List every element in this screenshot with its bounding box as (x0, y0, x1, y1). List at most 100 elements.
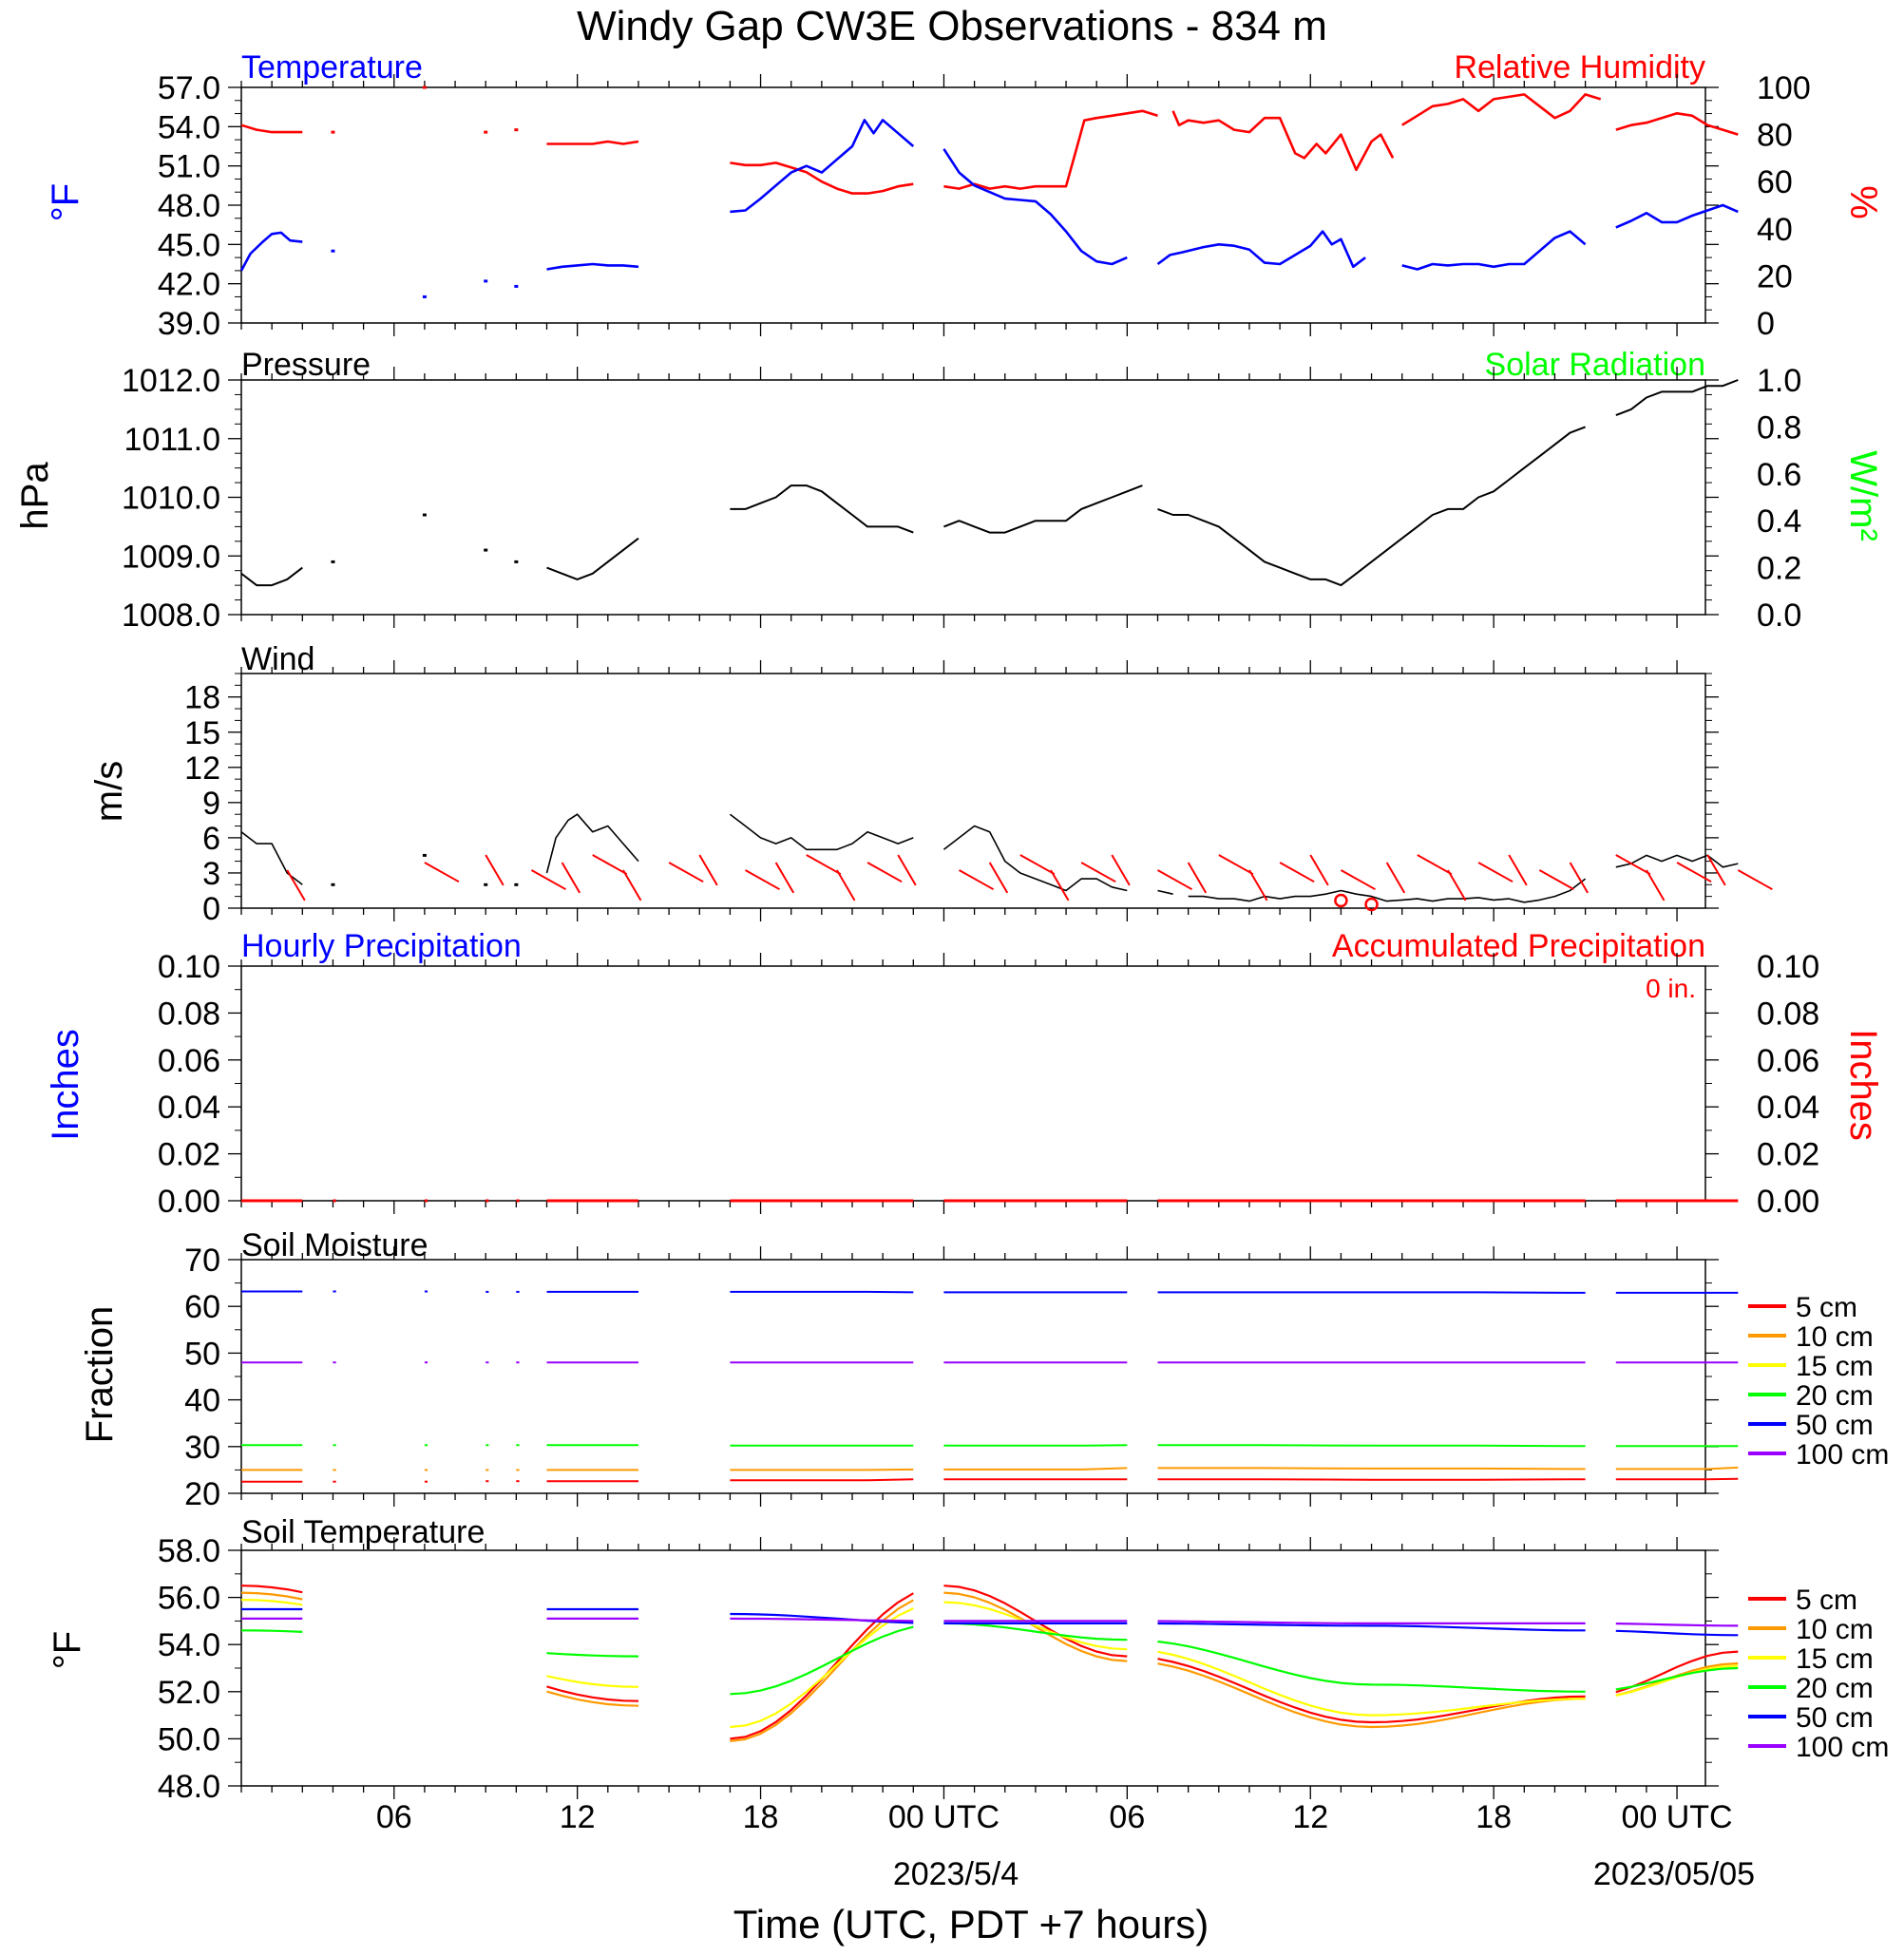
y-tick-label: 60 (184, 1289, 220, 1325)
y-tick-label: 0.02 (158, 1137, 220, 1173)
y-tick-label: 1009.0 (122, 539, 220, 575)
x-tick-label: 12 (1292, 1799, 1328, 1835)
x-tick-label: 06 (1109, 1799, 1145, 1835)
wind-barb (1157, 869, 1193, 891)
temperature-line (1615, 203, 1739, 229)
wind-barb (836, 869, 856, 902)
temperature-line (1156, 230, 1366, 269)
wind-barb (744, 869, 781, 891)
humidity-line (730, 161, 914, 195)
wind-barb (1676, 862, 1712, 883)
soil-temperature-axis-label: °F (47, 1631, 88, 1669)
soil-temperature-line-15cm (240, 1599, 303, 1606)
y-tick-label: 20 (184, 1476, 220, 1512)
soil-temperature-line-5cm (546, 1685, 639, 1702)
wind-barb (897, 854, 917, 886)
y-tick-label-right: 0.06 (1757, 1043, 1819, 1079)
legend-label: 100 cm (1796, 1732, 1889, 1763)
soil-moisture-line-20cm (943, 1444, 1128, 1447)
date-label-2: 2023/05/05 (1593, 1856, 1755, 1892)
y-tick-label-right: 0.08 (1757, 996, 1819, 1032)
wind-barb (1615, 854, 1651, 876)
y-tick-label: 42.0 (158, 267, 220, 303)
temperature-title: Temperature (241, 49, 423, 85)
soil-moisture-line-50cm (730, 1290, 914, 1294)
y-tick-label: 54.0 (158, 1627, 220, 1663)
wind-barb (774, 862, 795, 894)
soil-temperature-line-100cm (730, 1617, 914, 1623)
y-tick-label-right: 0.04 (1757, 1090, 1819, 1126)
y-tick-label: 1011.0 (124, 422, 220, 458)
wind-barb (698, 854, 718, 886)
y-tick-label-right: 20 (1757, 258, 1793, 294)
wind-barb (1309, 854, 1329, 886)
solar-axis-label: W/m² (1842, 450, 1884, 541)
soil-temperature-line-50cm (1157, 1622, 1586, 1632)
temperature-line (546, 262, 639, 271)
y-tick-label: 58.0 (158, 1533, 220, 1569)
legend-label: 10 cm (1796, 1614, 1874, 1645)
temperature-line (1401, 230, 1587, 271)
wind-barb (1569, 862, 1589, 894)
soil-temperature-line-20cm (240, 1629, 303, 1633)
wind-speed-line (545, 813, 639, 874)
y-tick-label: 30 (184, 1430, 220, 1466)
soil-temperature-line-20cm (730, 1625, 914, 1696)
y-tick-label: 54.0 (158, 109, 220, 145)
wind-title: Wind (241, 641, 314, 677)
soil-temperature-line-15cm (1157, 1650, 1586, 1717)
soil-moisture-line-20cm (1157, 1444, 1586, 1448)
humidity-line (546, 140, 639, 145)
y-tick-label: 51.0 (158, 149, 220, 185)
soil-moisture-line-5cm (1157, 1478, 1586, 1481)
wind-barb (988, 862, 1009, 894)
x-tick-label: 18 (1476, 1799, 1512, 1835)
y-tick-label: 6 (202, 821, 220, 857)
soil-moisture-line-10cm (730, 1468, 914, 1471)
wind-barb (1385, 862, 1406, 894)
panel-frame-1 (240, 86, 1706, 324)
x-tick-label: 18 (743, 1799, 779, 1835)
y-tick-label: 40 (184, 1383, 220, 1419)
y-tick-label-right: 0.02 (1757, 1137, 1819, 1173)
x-tick-label: 06 (376, 1799, 412, 1835)
wind-barb (1050, 869, 1070, 902)
panel-frame-2 (240, 379, 1706, 616)
y-tick-label-right: 0.00 (1757, 1184, 1819, 1220)
wind-barb (1477, 862, 1514, 883)
accum-precip-total: 0 in. (1646, 974, 1696, 1003)
pressure-line (943, 484, 1143, 534)
y-tick-label: 39.0 (158, 306, 220, 342)
y-tick-label: 12 (184, 750, 220, 787)
x-tick-label: 00 UTC (888, 1799, 1000, 1835)
soil-moisture-line-10cm (1157, 1467, 1586, 1471)
x-tick-label: 12 (560, 1799, 596, 1835)
wind-barb (1508, 854, 1528, 886)
wind-speed-line (729, 813, 914, 851)
temperature-line (730, 119, 915, 214)
legend-label: 50 cm (1796, 1702, 1874, 1734)
y-tick-label-right: 80 (1757, 118, 1793, 154)
date-label-1: 2023/5/4 (893, 1856, 1019, 1892)
legend-label: 10 cm (1796, 1321, 1874, 1353)
wind-speed-line (240, 831, 303, 885)
y-tick-label-right: 0.2 (1757, 551, 1801, 587)
temperature-axis-label: °F (45, 183, 86, 221)
calm-wind-marker (1334, 893, 1348, 908)
y-tick-label-right: 0.4 (1757, 503, 1801, 540)
pressure-line (546, 537, 639, 580)
humidity-line (943, 109, 1158, 190)
pressure-line (240, 566, 303, 587)
soil-temperature-line-15cm (730, 1607, 914, 1729)
y-tick-label: 1008.0 (122, 598, 220, 634)
y-tick-label: 0.08 (158, 996, 220, 1032)
wind-barb (866, 862, 903, 883)
humidity-line (1401, 93, 1602, 126)
soil-temperature-line-10cm (546, 1690, 639, 1707)
y-tick-label: 0.10 (158, 949, 220, 985)
pressure-line (1615, 379, 1739, 417)
y-tick-label-right: 0 (1757, 306, 1775, 342)
wind-barb (1706, 854, 1726, 886)
soil-temperature-line-100cm (1157, 1620, 1586, 1624)
